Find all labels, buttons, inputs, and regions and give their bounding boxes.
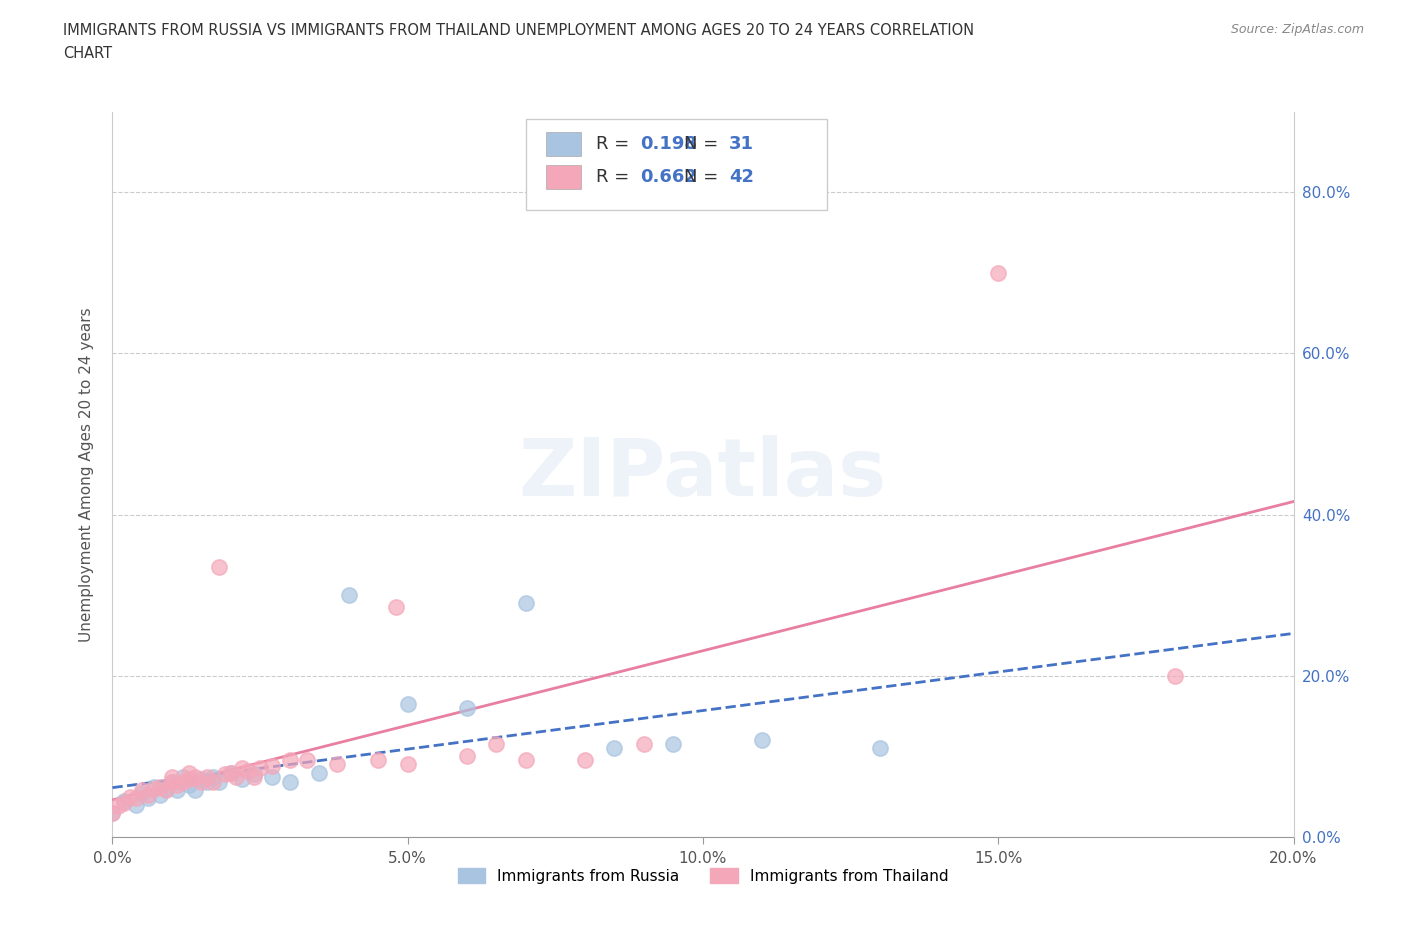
Point	[243, 769, 266, 784]
Point	[149, 788, 172, 803]
Point	[184, 769, 207, 784]
Point	[249, 761, 271, 776]
Point	[136, 788, 159, 803]
Point	[142, 779, 165, 794]
Point	[662, 737, 685, 751]
Point	[179, 765, 201, 780]
Point	[367, 753, 389, 768]
Text: N =: N =	[685, 168, 724, 186]
Point	[574, 753, 596, 768]
Text: 42: 42	[728, 168, 754, 186]
Point	[751, 733, 773, 748]
Point	[125, 790, 148, 805]
Point	[155, 783, 177, 798]
Text: 0.198: 0.198	[640, 135, 697, 153]
Point	[172, 775, 194, 790]
Point	[214, 766, 236, 781]
Point	[485, 737, 508, 751]
Point	[278, 775, 301, 790]
Point	[603, 741, 626, 756]
Point	[172, 769, 194, 784]
Point	[131, 785, 153, 800]
Text: IMMIGRANTS FROM RUSSIA VS IMMIGRANTS FROM THAILAND UNEMPLOYMENT AMONG AGES 20 TO: IMMIGRANTS FROM RUSSIA VS IMMIGRANTS FRO…	[63, 23, 974, 38]
Point	[219, 765, 242, 780]
Point	[396, 757, 419, 772]
Point	[337, 588, 360, 603]
Point	[208, 560, 231, 575]
Point	[142, 781, 165, 796]
Point	[308, 765, 330, 780]
Point	[112, 796, 135, 811]
Text: 0.662: 0.662	[640, 168, 697, 186]
Point	[149, 779, 172, 794]
Y-axis label: Unemployment Among Ages 20 to 24 years: Unemployment Among Ages 20 to 24 years	[79, 307, 94, 642]
Point	[179, 772, 201, 787]
Point	[231, 772, 253, 787]
Point	[166, 783, 188, 798]
Point	[869, 741, 891, 756]
Point	[278, 753, 301, 768]
Point	[243, 766, 266, 781]
Point	[515, 753, 537, 768]
Point	[633, 737, 655, 751]
Point	[225, 769, 247, 784]
Point	[125, 797, 148, 812]
Point	[195, 769, 218, 784]
Point	[297, 753, 319, 768]
FancyBboxPatch shape	[546, 165, 581, 189]
Point	[456, 749, 478, 764]
Point	[195, 775, 218, 790]
Point	[1164, 669, 1187, 684]
Point	[231, 761, 253, 776]
Point	[190, 775, 212, 790]
Point	[515, 596, 537, 611]
Point	[112, 793, 135, 808]
Point	[160, 775, 183, 790]
Point	[201, 769, 224, 784]
Text: CHART: CHART	[63, 46, 112, 61]
Point	[160, 775, 183, 790]
Point	[166, 777, 188, 792]
Text: ZIPatlas: ZIPatlas	[519, 435, 887, 513]
Text: R =: R =	[596, 135, 634, 153]
Point	[131, 783, 153, 798]
Point	[238, 764, 260, 778]
Point	[987, 265, 1010, 280]
Point	[184, 783, 207, 798]
Point	[219, 765, 242, 780]
Text: N =: N =	[685, 135, 724, 153]
Point	[160, 769, 183, 784]
Point	[136, 790, 159, 805]
Point	[396, 697, 419, 711]
Text: R =: R =	[596, 168, 634, 186]
Point	[155, 781, 177, 796]
Text: 31: 31	[728, 135, 754, 153]
Point	[190, 772, 212, 787]
Point	[101, 805, 124, 820]
Point	[107, 799, 129, 814]
Point	[208, 775, 231, 790]
Point	[326, 757, 349, 772]
Point	[385, 600, 408, 615]
Point	[179, 777, 201, 792]
Text: Source: ZipAtlas.com: Source: ZipAtlas.com	[1230, 23, 1364, 36]
Legend: Immigrants from Russia, Immigrants from Thailand: Immigrants from Russia, Immigrants from …	[457, 868, 949, 884]
Point	[260, 759, 283, 774]
FancyBboxPatch shape	[546, 132, 581, 156]
FancyBboxPatch shape	[526, 119, 827, 209]
Point	[201, 775, 224, 790]
Point	[120, 790, 142, 804]
Point	[456, 700, 478, 715]
Point	[101, 805, 124, 820]
Point	[260, 769, 283, 784]
